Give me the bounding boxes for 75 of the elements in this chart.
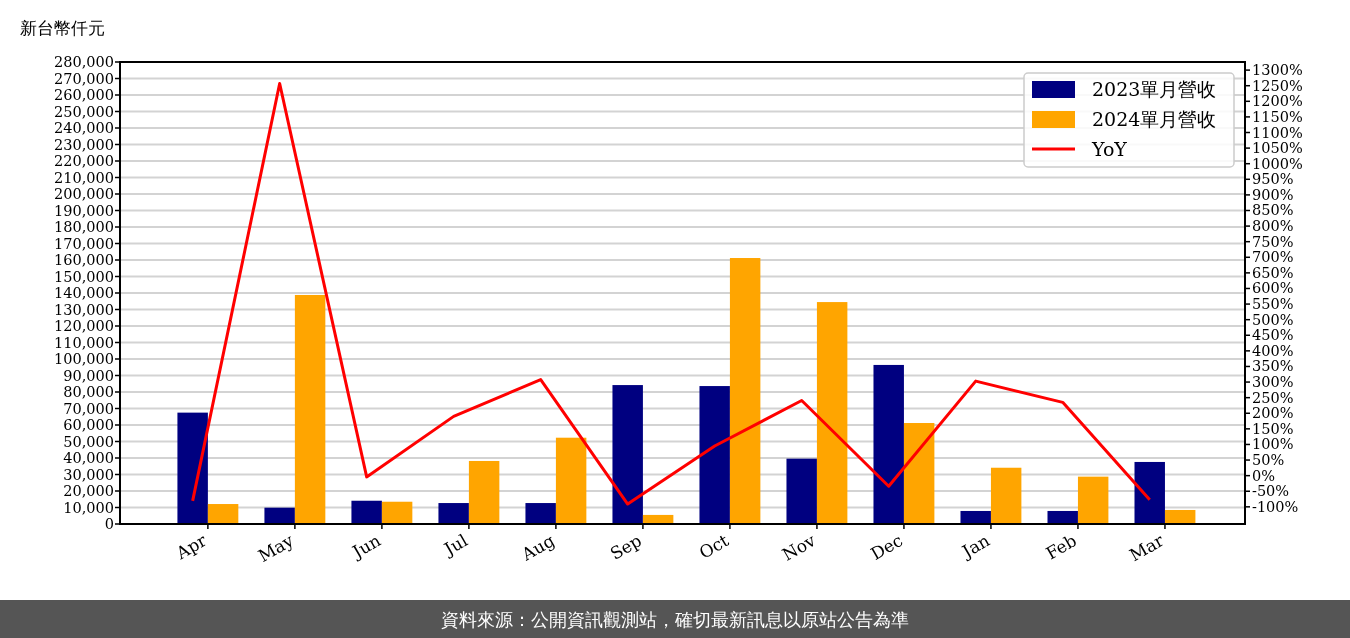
y2-tick-label: 300% <box>1252 374 1294 391</box>
y-tick-label: 280,000 <box>54 54 114 70</box>
y-tick-label: 20,000 <box>63 483 114 499</box>
y-tick-label: 50,000 <box>63 433 114 450</box>
y-tick-label: 100,000 <box>54 351 114 367</box>
y-tick-label: 0 <box>104 516 114 532</box>
y-tick-label: 90,000 <box>63 367 114 384</box>
y-axis-title: 新台幣仟元 <box>20 18 105 38</box>
y-tick-label: 200,000 <box>54 186 114 202</box>
y2-tick-label: -50% <box>1252 483 1290 500</box>
x-tick-label: Dec <box>867 530 906 565</box>
x-tick-label: May <box>254 529 298 567</box>
y-tick-label: 10,000 <box>63 499 114 516</box>
y2-tick-label: 50% <box>1252 452 1285 469</box>
y2-tick-label: 200% <box>1252 405 1294 422</box>
y2-tick-label: 550% <box>1252 296 1294 313</box>
y-tick-label: 220,000 <box>54 153 114 169</box>
y-tick-label: 70,000 <box>63 400 114 417</box>
y-tick-label: 60,000 <box>63 417 114 433</box>
y-tick-label: 130,000 <box>54 301 114 318</box>
y-tick-label: 240,000 <box>54 120 114 136</box>
x-tick-label: Aug <box>517 530 559 566</box>
y2-tick-label: 1150% <box>1252 108 1303 125</box>
x-tick-label: Jul <box>439 530 471 561</box>
legend-label: YoY <box>1091 138 1128 160</box>
y2-tick-label: 100% <box>1252 436 1294 453</box>
y2-tick-label: 0% <box>1252 467 1276 484</box>
y2-tick-label: 1250% <box>1252 77 1303 94</box>
y-tick-label: 270,000 <box>54 70 114 87</box>
y2-tick-label: 650% <box>1252 264 1294 281</box>
y-tick-label: 30,000 <box>63 466 114 483</box>
y2-tick-label: 400% <box>1252 342 1294 359</box>
y2-tick-label: 1200% <box>1252 93 1303 110</box>
y2-tick-label: 450% <box>1252 327 1294 344</box>
y2-tick-label: 950% <box>1252 171 1294 188</box>
y-tick-label: 170,000 <box>54 235 114 252</box>
x-tick-label: Nov <box>778 529 820 565</box>
y2-tick-label: 250% <box>1252 389 1294 406</box>
x-tick-label: Sep <box>606 530 646 564</box>
y-tick-label: 40,000 <box>63 450 114 466</box>
y2-tick-label: 600% <box>1252 280 1294 297</box>
y2-tick-label: 750% <box>1252 233 1294 250</box>
y-tick-label: 110,000 <box>54 334 114 351</box>
source-note: 資料來源：公開資訊觀測站，確切最新訊息以原站公告為準 <box>441 609 909 630</box>
x-tick-label: Jun <box>347 530 384 563</box>
x-tick-label: Mar <box>1126 529 1168 566</box>
y2-tick-label: 800% <box>1252 218 1294 235</box>
x-tick-label: Oct <box>695 530 733 563</box>
y-tick-label: 230,000 <box>54 136 114 153</box>
y2-tick-label: 1000% <box>1252 155 1303 172</box>
y-tick-label: 180,000 <box>54 219 114 235</box>
y2-tick-label: 900% <box>1252 186 1294 203</box>
y-tick-label: 80,000 <box>63 384 114 400</box>
y-tick-label: 190,000 <box>54 202 114 219</box>
legend-label: 2023單月營收 <box>1092 78 1217 100</box>
y2-tick-label: 700% <box>1252 249 1294 266</box>
y-tick-label: 160,000 <box>54 252 114 268</box>
y2-tick-label: 350% <box>1252 358 1294 375</box>
y2-tick-label: 500% <box>1252 311 1294 328</box>
x-tick-label: Jan <box>957 530 993 563</box>
y-tick-label: 140,000 <box>54 285 114 301</box>
y-tick-label: 120,000 <box>54 318 114 334</box>
x-tick-label: Feb <box>1042 530 1081 564</box>
y2-tick-label: 850% <box>1252 202 1294 219</box>
x-tick-label: Apr <box>171 529 211 564</box>
y2-tick-label: -100% <box>1252 498 1299 515</box>
y-tick-label: 150,000 <box>54 268 114 285</box>
y-tick-label: 210,000 <box>54 169 114 186</box>
y-tick-label: 260,000 <box>54 87 114 103</box>
y2-tick-label: 150% <box>1252 420 1294 437</box>
legend-label: 2024單月營收 <box>1092 108 1217 130</box>
y-tick-label: 250,000 <box>54 103 114 120</box>
y2-tick-label: 1050% <box>1252 140 1303 157</box>
y2-tick-label: 1300% <box>1252 62 1303 79</box>
y2-tick-label: 1100% <box>1252 124 1303 141</box>
